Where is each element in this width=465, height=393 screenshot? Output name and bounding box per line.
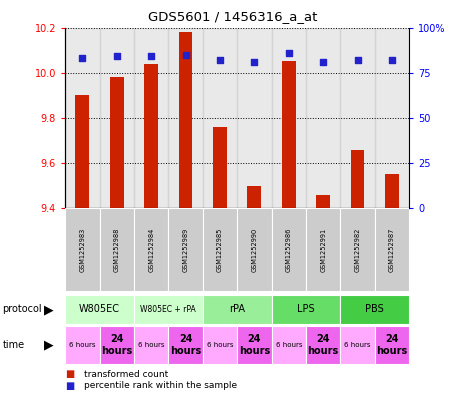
Bar xyxy=(385,174,399,208)
Point xyxy=(216,57,224,63)
Point xyxy=(354,57,361,63)
Bar xyxy=(375,208,409,291)
Bar xyxy=(134,28,168,208)
Bar xyxy=(100,208,134,291)
Bar xyxy=(306,28,340,208)
Text: protocol: protocol xyxy=(2,305,42,314)
Text: rPA: rPA xyxy=(229,305,245,314)
Bar xyxy=(134,326,168,364)
Text: 24
hours: 24 hours xyxy=(101,334,133,356)
Bar xyxy=(272,28,306,208)
Text: GSM1252982: GSM1252982 xyxy=(355,228,360,272)
Bar xyxy=(168,208,203,291)
Bar xyxy=(375,28,409,208)
Text: 24
hours: 24 hours xyxy=(307,334,339,356)
Bar xyxy=(272,295,340,324)
Point xyxy=(251,59,258,65)
Text: W805EC: W805EC xyxy=(79,305,120,314)
Bar xyxy=(179,32,193,208)
Text: GSM1252983: GSM1252983 xyxy=(80,228,85,272)
Bar xyxy=(65,28,100,208)
Bar xyxy=(316,195,330,208)
Bar xyxy=(340,326,375,364)
Text: 6 hours: 6 hours xyxy=(138,342,164,348)
Bar xyxy=(351,149,365,208)
Text: GSM1252991: GSM1252991 xyxy=(320,228,326,272)
Text: 24
hours: 24 hours xyxy=(239,334,270,356)
Text: PBS: PBS xyxy=(365,305,384,314)
Bar xyxy=(168,326,203,364)
Text: percentile rank within the sample: percentile rank within the sample xyxy=(84,382,237,390)
Bar xyxy=(340,295,409,324)
Text: 6 hours: 6 hours xyxy=(345,342,371,348)
Text: ■: ■ xyxy=(65,369,74,379)
Point xyxy=(388,57,396,63)
Text: 6 hours: 6 hours xyxy=(207,342,233,348)
Bar xyxy=(237,326,272,364)
Point xyxy=(285,50,292,56)
Text: GSM1252989: GSM1252989 xyxy=(183,228,188,272)
Text: ▶: ▶ xyxy=(44,338,53,351)
Text: 6 hours: 6 hours xyxy=(69,342,95,348)
Bar xyxy=(203,326,237,364)
Bar xyxy=(203,208,237,291)
Text: ▶: ▶ xyxy=(44,303,53,316)
Bar xyxy=(134,295,203,324)
Bar xyxy=(237,208,272,291)
Text: GSM1252990: GSM1252990 xyxy=(252,228,257,272)
Text: LPS: LPS xyxy=(297,305,315,314)
Bar xyxy=(282,61,296,208)
Point xyxy=(182,51,189,58)
Bar xyxy=(75,95,89,208)
Text: GDS5601 / 1456316_a_at: GDS5601 / 1456316_a_at xyxy=(148,10,317,23)
Bar xyxy=(168,28,203,208)
Bar xyxy=(144,64,158,208)
Bar xyxy=(65,326,100,364)
Bar xyxy=(100,28,134,208)
Text: GSM1252985: GSM1252985 xyxy=(217,228,223,272)
Bar xyxy=(272,326,306,364)
Bar xyxy=(203,295,272,324)
Text: GSM1252988: GSM1252988 xyxy=(114,228,120,272)
Bar xyxy=(340,28,375,208)
Bar xyxy=(65,208,100,291)
Bar xyxy=(306,208,340,291)
Bar xyxy=(100,326,134,364)
Bar xyxy=(203,28,237,208)
Point xyxy=(79,55,86,61)
Text: 24
hours: 24 hours xyxy=(170,334,201,356)
Text: ■: ■ xyxy=(65,381,74,391)
Point xyxy=(113,53,120,60)
Point xyxy=(147,53,155,60)
Bar xyxy=(247,186,261,208)
Bar xyxy=(272,208,306,291)
Bar xyxy=(375,326,409,364)
Text: GSM1252987: GSM1252987 xyxy=(389,228,395,272)
Bar xyxy=(237,28,272,208)
Bar xyxy=(340,208,375,291)
Text: GSM1252986: GSM1252986 xyxy=(286,228,292,272)
Bar xyxy=(134,208,168,291)
Point xyxy=(319,59,327,65)
Text: 6 hours: 6 hours xyxy=(276,342,302,348)
Text: 24
hours: 24 hours xyxy=(376,334,408,356)
Bar xyxy=(306,326,340,364)
Text: GSM1252984: GSM1252984 xyxy=(148,228,154,272)
Bar xyxy=(213,127,227,208)
Text: W805EC + rPA: W805EC + rPA xyxy=(140,305,196,314)
Text: time: time xyxy=(2,340,25,350)
Text: transformed count: transformed count xyxy=(84,370,168,378)
Bar xyxy=(110,77,124,208)
Bar xyxy=(65,295,134,324)
